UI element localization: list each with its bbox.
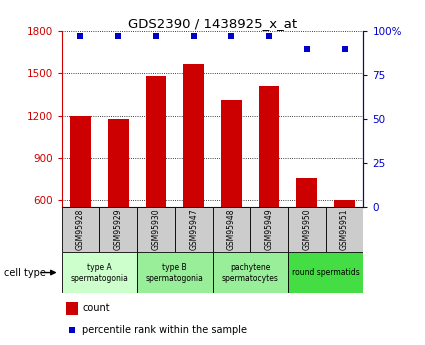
Text: GSM95929: GSM95929 bbox=[114, 209, 123, 250]
Bar bbox=[288, 252, 363, 293]
Point bbox=[153, 33, 159, 39]
Bar bbox=[326, 207, 363, 252]
Text: type B
spermatogonia: type B spermatogonia bbox=[146, 263, 204, 283]
Bar bbox=[99, 207, 137, 252]
Text: round spermatids: round spermatids bbox=[292, 268, 360, 277]
Bar bbox=[137, 252, 212, 293]
Bar bbox=[334, 200, 355, 207]
Bar bbox=[259, 86, 280, 207]
Title: GDS2390 / 1438925_x_at: GDS2390 / 1438925_x_at bbox=[128, 17, 297, 30]
Bar bbox=[108, 119, 129, 207]
Text: percentile rank within the sample: percentile rank within the sample bbox=[82, 325, 247, 335]
Text: pachytene
spermatocytes: pachytene spermatocytes bbox=[222, 263, 279, 283]
Bar bbox=[62, 252, 137, 293]
Bar bbox=[175, 207, 212, 252]
Point bbox=[190, 33, 197, 39]
Text: cell type: cell type bbox=[4, 268, 46, 277]
Bar bbox=[62, 207, 99, 252]
Bar bbox=[288, 207, 326, 252]
Text: GSM95948: GSM95948 bbox=[227, 209, 236, 250]
Point bbox=[228, 33, 235, 39]
Bar bbox=[250, 207, 288, 252]
Point bbox=[303, 46, 310, 51]
Bar bbox=[70, 116, 91, 207]
Point bbox=[266, 33, 272, 39]
Bar bbox=[296, 178, 317, 207]
Text: GSM95951: GSM95951 bbox=[340, 209, 349, 250]
Point bbox=[115, 33, 122, 39]
Point bbox=[77, 33, 84, 39]
Bar bbox=[137, 207, 175, 252]
Text: GSM95949: GSM95949 bbox=[265, 209, 274, 250]
Bar bbox=[212, 252, 288, 293]
Bar bbox=[183, 64, 204, 207]
Text: GSM95950: GSM95950 bbox=[302, 209, 311, 250]
Text: type A
spermatogonia: type A spermatogonia bbox=[71, 263, 128, 283]
Point bbox=[68, 327, 75, 332]
Text: count: count bbox=[82, 303, 110, 313]
Point bbox=[341, 46, 348, 51]
Bar bbox=[145, 76, 166, 207]
Bar bbox=[221, 100, 242, 207]
Text: GSM95928: GSM95928 bbox=[76, 209, 85, 250]
Bar bbox=[66, 302, 78, 315]
Text: GSM95930: GSM95930 bbox=[151, 209, 160, 250]
Text: GSM95947: GSM95947 bbox=[189, 209, 198, 250]
Bar bbox=[212, 207, 250, 252]
